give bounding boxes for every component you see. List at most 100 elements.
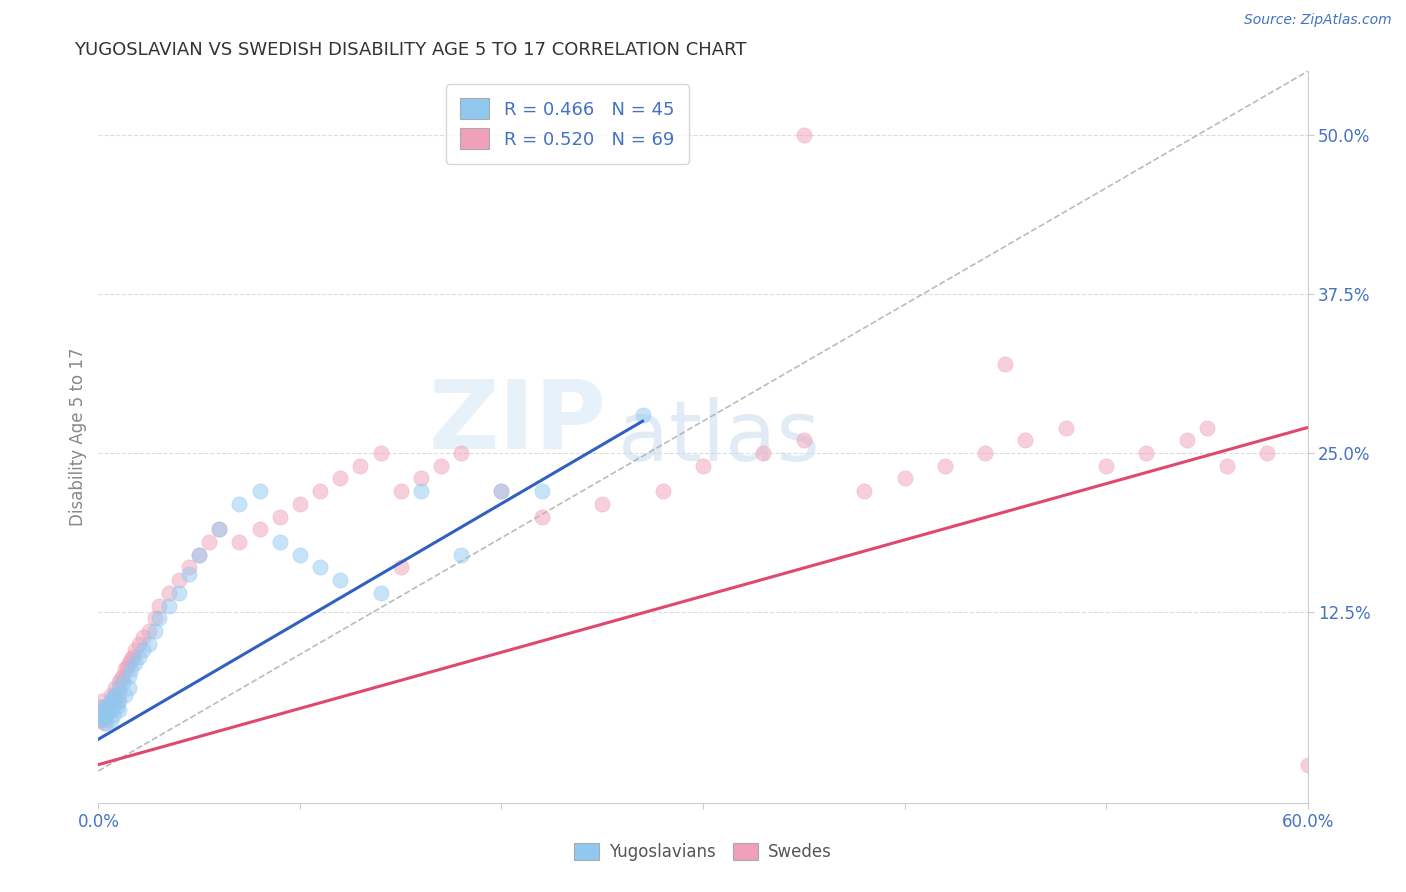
Point — [132, 643, 155, 657]
Point — [97, 698, 120, 712]
Point — [114, 662, 136, 676]
Point — [651, 484, 673, 499]
Point — [124, 656, 146, 670]
Point — [93, 710, 115, 724]
Point — [491, 484, 513, 499]
Point — [93, 715, 115, 730]
Point — [100, 688, 122, 702]
Point — [269, 535, 291, 549]
Point — [1195, 420, 1218, 434]
Point — [111, 668, 134, 682]
Point — [349, 458, 371, 473]
Point — [430, 458, 453, 473]
Point — [89, 706, 111, 721]
Point — [309, 560, 332, 574]
Point — [208, 522, 231, 536]
Point — [120, 652, 142, 666]
Point — [208, 522, 231, 536]
Point — [1135, 446, 1157, 460]
Point — [128, 637, 150, 651]
Point — [389, 484, 412, 499]
Point — [1014, 434, 1036, 448]
Point — [91, 710, 114, 724]
Point — [121, 649, 143, 664]
Point — [118, 656, 141, 670]
Point — [148, 599, 170, 613]
Point — [1175, 434, 1198, 448]
Point — [118, 668, 141, 682]
Point — [249, 484, 271, 499]
Point — [103, 688, 125, 702]
Point — [111, 675, 134, 690]
Point — [1296, 757, 1319, 772]
Point — [1095, 458, 1118, 473]
Point — [107, 681, 129, 696]
Point — [114, 688, 136, 702]
Point — [100, 713, 122, 727]
Point — [143, 624, 166, 638]
Point — [530, 509, 553, 524]
Point — [309, 484, 332, 499]
Text: ZIP: ZIP — [429, 376, 606, 469]
Point — [370, 586, 392, 600]
Point — [103, 681, 125, 696]
Point — [128, 649, 150, 664]
Point — [105, 694, 128, 708]
Point — [89, 700, 111, 714]
Point — [91, 694, 114, 708]
Point — [631, 408, 654, 422]
Point — [752, 446, 775, 460]
Y-axis label: Disability Age 5 to 17: Disability Age 5 to 17 — [69, 348, 87, 526]
Point — [138, 624, 160, 638]
Point — [530, 484, 553, 499]
Point — [105, 700, 128, 714]
Point — [370, 446, 392, 460]
Point — [793, 434, 815, 448]
Point — [107, 675, 129, 690]
Point — [228, 535, 250, 549]
Point — [97, 698, 120, 712]
Point — [179, 560, 201, 574]
Point — [1256, 446, 1278, 460]
Point — [491, 484, 513, 499]
Point — [288, 548, 311, 562]
Point — [329, 573, 352, 587]
Point — [107, 694, 129, 708]
Point — [994, 357, 1017, 371]
Text: atlas: atlas — [619, 397, 820, 477]
Text: Source: ZipAtlas.com: Source: ZipAtlas.com — [1244, 13, 1392, 28]
Point — [1216, 458, 1239, 473]
Point — [409, 484, 432, 499]
Point — [167, 573, 190, 587]
Point — [148, 611, 170, 625]
Point — [91, 713, 114, 727]
Point — [124, 643, 146, 657]
Point — [409, 471, 432, 485]
Point — [853, 484, 876, 499]
Point — [198, 535, 221, 549]
Point — [450, 446, 472, 460]
Point — [103, 690, 125, 705]
Point — [107, 688, 129, 702]
Text: YUGOSLAVIAN VS SWEDISH DISABILITY AGE 5 TO 17 CORRELATION CHART: YUGOSLAVIAN VS SWEDISH DISABILITY AGE 5 … — [75, 41, 747, 59]
Point — [115, 659, 138, 673]
Point — [228, 497, 250, 511]
Point — [329, 471, 352, 485]
Point — [101, 708, 124, 723]
Point — [893, 471, 915, 485]
Point — [132, 631, 155, 645]
Point — [974, 446, 997, 460]
Point — [101, 700, 124, 714]
Point — [97, 706, 120, 720]
Point — [118, 681, 141, 696]
Point — [93, 703, 115, 717]
Point — [157, 599, 180, 613]
Point — [89, 713, 111, 727]
Point — [793, 128, 815, 142]
Legend: Yugoslavians, Swedes: Yugoslavians, Swedes — [568, 836, 838, 868]
Point — [97, 706, 120, 720]
Point — [389, 560, 412, 574]
Point — [120, 662, 142, 676]
Point — [107, 703, 129, 717]
Point — [179, 566, 201, 581]
